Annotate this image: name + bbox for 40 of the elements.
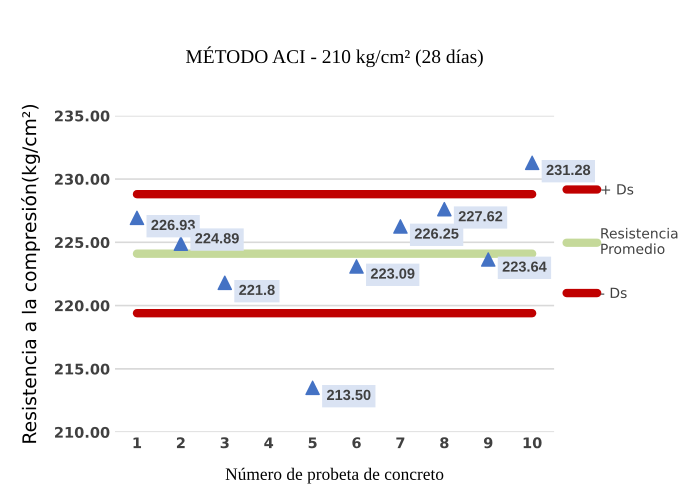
y-tick-label: 215.00 [55, 364, 110, 375]
point [524, 156, 540, 170]
data-label: 226.93 [151, 220, 195, 230]
x-tick-label: 8 [440, 437, 449, 448]
point [349, 259, 364, 274]
y-tick-label: 230.00 [55, 174, 110, 185]
data-label: 223.09 [370, 268, 414, 279]
x-axis-title: Número de probeta de concreto [226, 468, 444, 484]
point [480, 252, 496, 267]
point [174, 236, 188, 251]
x-tick-label: 7 [396, 437, 404, 448]
legend-label: Resistencia Promedio [601, 228, 678, 254]
point [393, 219, 408, 234]
y-axis-title: Resistencia a la compresión(kg/cm²) [21, 104, 40, 443]
y-tick-label: 225.00 [55, 237, 110, 248]
y-tick-label: 235.00 [55, 110, 110, 122]
point [305, 380, 320, 396]
point [130, 210, 144, 226]
legend-label: - Ds [600, 288, 627, 298]
point [218, 276, 232, 290]
x-tick-label: 5 [308, 437, 317, 448]
x-tick-label: 4 [264, 437, 274, 448]
x-tick-label: 10 [524, 437, 542, 448]
x-tick-label: 1 [134, 437, 142, 448]
y-tick-label: 220.00 [55, 300, 110, 312]
data-label: 221.8 [239, 284, 275, 296]
data-label: 227.62 [458, 211, 502, 222]
data-label: 224.89 [195, 233, 239, 244]
point [437, 202, 452, 216]
y-tick-label: 210.00 [55, 426, 110, 438]
data-label: 223.64 [502, 261, 547, 272]
data-label: 231.28 [546, 164, 590, 176]
chart-title: MÉTODO ACI - 210 kg/cm² (28 días) [186, 46, 483, 68]
data-label: 226.25 [414, 228, 459, 239]
x-tick-label: 6 [352, 437, 361, 448]
x-tick-label: 9 [484, 437, 492, 448]
legend-label: + Ds [601, 184, 634, 195]
data-label: 213.50 [327, 390, 370, 400]
x-tick-label: 3 [220, 437, 229, 448]
x-tick-label: 2 [176, 437, 185, 448]
